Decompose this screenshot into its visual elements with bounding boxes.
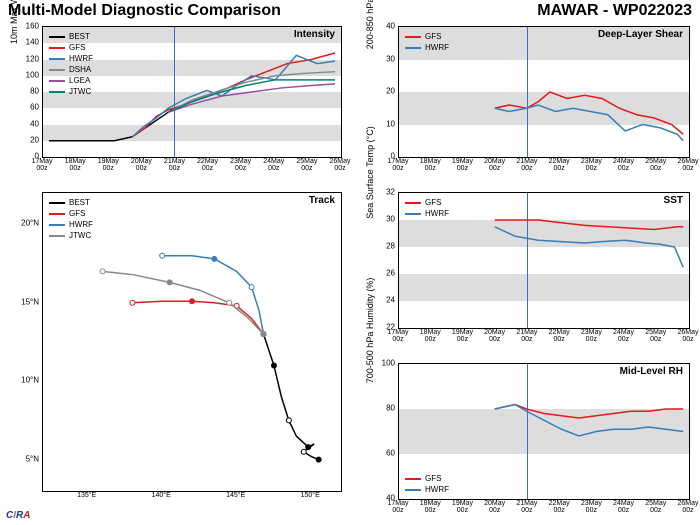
panel-shear: Deep-Layer ShearGFSHWRF200-850 hPa Shear… [398,26,688,156]
title-left: Multi-Model Diagnostic Comparison [8,2,281,20]
y-label: 10m Max Wind Speed (kt) [9,0,19,44]
legend: GFSHWRF [405,197,449,219]
legend: BESTGFSHWRFJTWC [49,197,93,241]
plot-area: Mid-Level RH GFSHWRF [398,363,690,500]
panel-title: Intensity [294,29,335,40]
plot-area: Deep-Layer Shear GFSHWRF [398,26,690,158]
panel-title: SST [664,195,683,206]
panel-title: Deep-Layer Shear [598,29,683,40]
panel-intensity: IntensityBESTGFSHWRFDSHALGEAJTWC10m Max … [42,26,340,156]
plot-area: Intensity BESTGFSHWRFDSHALGEAJTWC [42,26,342,158]
header: Multi-Model Diagnostic Comparison MAWAR … [0,2,700,20]
title-right: MAWAR - WP022023 [537,2,692,20]
y-label: 700-500 hPa Humidity (%) [365,277,375,383]
y-label: Sea Surface Temp (°C) [365,126,375,218]
plot-area: SST GFSHWRF [398,192,690,329]
panel-track: TrackBESTGFSHWRFJTWC5°N10°N15°N20°N135°E… [42,192,340,490]
panel-rh: Mid-Level RHGFSHWRF700-500 hPa Humidity … [398,363,688,498]
y-label: 200-850 hPa Shear (kt) [365,0,375,49]
panel-sst: SSTGFSHWRFSea Surface Temp (°C)222426283… [398,192,688,327]
cira-logo: CIRA [6,510,30,521]
legend: GFSHWRF [405,473,449,495]
panel-title: Track [309,195,335,206]
plot-area: Track BESTGFSHWRFJTWC [42,192,342,492]
legend: GFSHWRF [405,31,449,53]
panel-title: Mid-Level RH [620,366,683,377]
legend: BESTGFSHWRFDSHALGEAJTWC [49,31,93,97]
